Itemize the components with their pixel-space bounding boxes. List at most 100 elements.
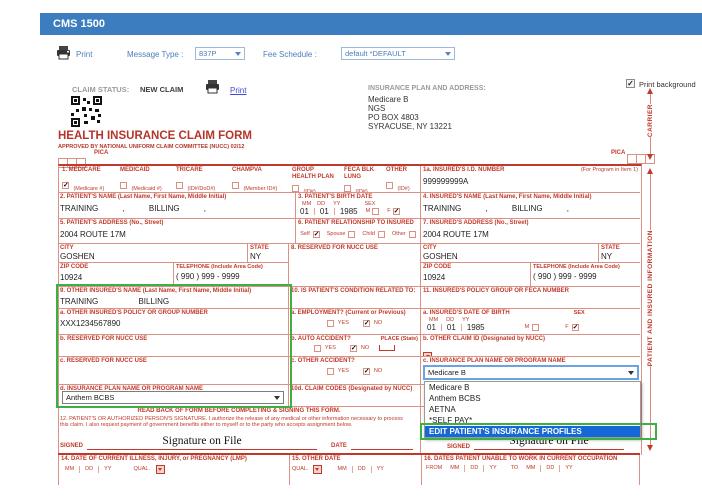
relationship-self-checkbox[interactable]: ✓ [312,230,320,238]
qual-dropdown-icon[interactable] [312,464,322,474]
message-type-label: Message Type : [127,50,184,59]
print-icon[interactable] [56,46,71,60]
edit-insurance-profiles-option[interactable]: EDIT PATIENT'S INSURANCE PROFILES [425,426,640,437]
insured-phone-field[interactable]: ( 990 ) 999 - 9999 [533,272,597,281]
form-title: HEALTH INSURANCE CLAIM FORM [58,130,252,142]
read-back-text: READ BACK OF FORM BEFORE COMPLETING & SI… [137,408,341,414]
qual-dropdown-icon[interactable] [155,464,165,474]
dropdown-option[interactable]: Anthem BCBS [429,394,481,403]
patient-state-cell: STATE NY [247,243,288,262]
insured-city-field[interactable]: GOSHEN [423,251,458,261]
item1a-cell: 1a. INSURED'S I.D. NUMBER (For Program in… [420,166,640,192]
claim-status-value: NEW CLAIM [140,85,184,94]
print-background-label: Print background [639,80,696,89]
patient-dob-mm[interactable]: 01 [300,206,309,216]
other-plan-checkbox[interactable] [386,181,393,189]
claim-status-label: CLAIM STATUS: [72,85,130,94]
relationship-spouse-checkbox[interactable] [348,230,356,238]
print-link[interactable]: Print [230,86,247,95]
item15-cell: 15. OTHER DATE QUAL. MM DD YY [289,455,421,485]
item2-cell: 2. PATIENT'S NAME (Last Name, First Name… [58,192,295,218]
fee-schedule-select[interactable]: default *DEFAULT [341,47,455,60]
medicaid-checkbox[interactable] [120,181,127,189]
employment-no-checkbox[interactable]: ✓ [362,319,370,327]
form-approved-text: APPROVED BY NATIONAL UNIFORM CLAIM COMMI… [58,144,245,150]
item10a-cell: a. EMPLOYMENT? (Current or Previous) YES… [288,308,420,334]
item11b-cell: b. OTHER CLAIM ID (Designated by NUCC) [420,334,640,356]
place-state-box[interactable] [379,345,396,351]
insured-address-field[interactable]: 2004 ROUTE 17M [423,229,489,239]
insured-dob-yy[interactable]: 1985 [466,322,485,332]
patient-address-field[interactable]: 2004 ROUTE 17M [60,229,126,239]
insured-dob-dd[interactable]: 01 [446,322,456,332]
insured-state-field[interactable]: NY [601,251,613,261]
item12-cell: READ BACK OF FORM BEFORE COMPLETING & SI… [58,406,420,453]
print-button[interactable]: Print [76,50,93,59]
qr-code [71,96,102,127]
item9a-cell: a. OTHER INSURED'S POLICY OR GROUP NUMBE… [58,308,288,334]
patient-dob-dd[interactable]: 01 [319,206,329,216]
chevron-down-icon [274,395,280,400]
patient-phone-cell: TELEPHONE (Include Area Code) ( 990 ) 99… [173,262,288,286]
patient-phone-field[interactable]: ( 990 ) 999 - 9999 [176,272,240,281]
insurance-plan-select[interactable]: Medicare B [423,365,639,380]
item14-cell: 14. DATE OF CURRENT ILLNESS, INJURY, or … [61,456,247,474]
insured-zip-field[interactable]: 10924 [423,272,446,282]
print-background-checkbox[interactable]: ✓ [626,79,635,88]
patient-state-field[interactable]: NY [250,251,262,261]
item8-cell: 8. RESERVED FOR NUCC USE [288,243,420,286]
employment-yes-checkbox[interactable] [326,319,334,327]
tricare-checkbox[interactable] [176,181,183,189]
insured-sex-m-checkbox[interactable] [532,323,540,331]
signature-date-field[interactable] [350,431,413,450]
item6-cell: 6. PATIENT RELATIONSHIP TO INSURED Self ✓… [295,218,420,243]
champva-checkbox[interactable] [232,181,239,189]
patient-signature-field[interactable]: Signature on File [87,431,318,450]
chevron-down-icon [235,51,241,56]
fee-schedule-label: Fee Schedule : [263,50,317,59]
other-accident-yes-checkbox[interactable] [326,367,334,375]
pica-boxes-left [58,155,86,173]
patient-dob-yy[interactable]: 1985 [339,206,358,216]
chevron-down-icon [628,370,634,375]
relationship-child-checkbox[interactable] [377,230,385,238]
insurance-plan-dropdown-list: Medicare B Anthem BCBS AETNA *SELF PAY* … [424,381,641,438]
dropdown-option[interactable]: AETNA [429,405,456,414]
message-type-select[interactable]: 837P [195,47,245,60]
carrier-vertical-label: CARRIER [647,104,654,138]
other-insurance-plan-select[interactable]: Anthem BCBS [62,391,284,404]
other-claim-id-dropdown-icon[interactable] [423,351,432,356]
item11-cell: 11. INSURED'S POLICY GROUP OR FECA NUMBE… [420,286,640,308]
other-insurance-plan-select-value: Anthem BCBS [66,393,115,402]
insured-name-field[interactable]: TRAINING , BILLING , [423,203,570,213]
item9-cell: 9. OTHER INSURED'S NAME (Last Name, Firs… [58,286,288,308]
medicare-checkbox[interactable]: ✓ [62,181,69,189]
item10b-cell: b. AUTO ACCIDENT? PLACE (State) YES ✓ NO [288,334,420,356]
insured-id-field[interactable]: 999999999A [423,176,469,186]
carrier-section-marker: CARRIER [646,88,656,160]
other-insured-policy-field[interactable]: XXX1234567890 [60,318,121,328]
patient-city-field[interactable]: GOSHEN [60,251,95,261]
insured-dob-mm[interactable]: 01 [427,322,436,332]
auto-accident-yes-checkbox[interactable] [313,344,321,352]
print-icon[interactable] [205,80,220,94]
relationship-other-checkbox[interactable] [408,230,416,238]
item9b-cell: b. RESERVED FOR NUCC USE [58,334,288,356]
insured-sex-f-checkbox[interactable]: ✓ [571,323,579,331]
patient-zip-field[interactable]: 10924 [60,272,83,282]
other-accident-no-checkbox[interactable]: ✓ [362,367,370,375]
insurance-plan-line: NGS [368,104,386,113]
patient-sex-f-checkbox[interactable]: ✓ [392,207,400,215]
insured-phone-cell: TELEPHONE (Include Area Code) ( 990 ) 99… [530,262,640,286]
patient-sex-m-checkbox[interactable] [372,207,380,215]
item7-cell: 7. INSURED'S ADDRESS (No., Street) 2004 … [420,218,640,243]
group-health-plan-checkbox[interactable] [292,185,299,192]
patient-name-field[interactable]: TRAINING , BILLING , [60,203,207,213]
auto-accident-no-checkbox[interactable]: ✓ [349,344,357,352]
dropdown-option[interactable]: *SELF PAY* [429,416,473,425]
dropdown-option[interactable]: Medicare B [429,383,470,392]
other-insured-name-field[interactable]: TRAINING BILLING [60,296,170,306]
feca-checkbox[interactable] [344,185,351,192]
section-divider [58,453,640,455]
item12-text: 12. PATIENT'S OR AUTHORIZED PERSON'S SIG… [60,415,403,428]
